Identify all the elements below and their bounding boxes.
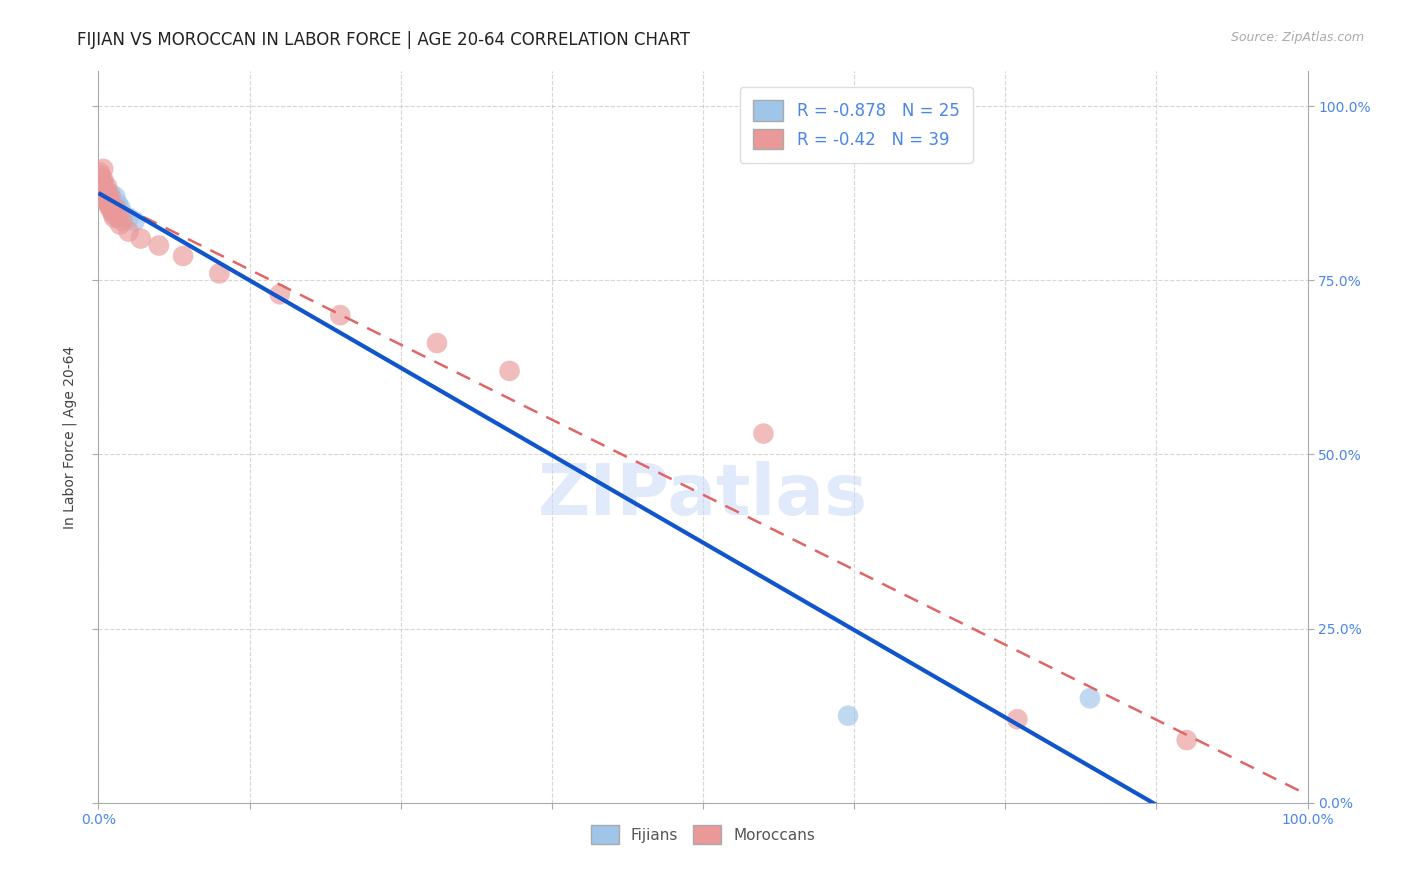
Point xyxy=(111,214,134,228)
Point xyxy=(96,190,118,204)
Point xyxy=(1175,733,1198,747)
Point xyxy=(100,203,122,218)
Point xyxy=(107,211,129,225)
Point xyxy=(91,172,114,186)
Point xyxy=(91,183,114,197)
Point xyxy=(93,183,115,197)
Point xyxy=(98,200,121,214)
Point xyxy=(105,200,128,214)
Point xyxy=(129,231,152,245)
Point xyxy=(93,179,115,194)
Point xyxy=(108,200,131,214)
Y-axis label: In Labor Force | Age 20-64: In Labor Force | Age 20-64 xyxy=(62,345,77,529)
Point xyxy=(172,249,194,263)
Point xyxy=(108,218,131,232)
Point xyxy=(329,308,352,322)
Point xyxy=(752,426,775,441)
Point xyxy=(97,186,120,201)
Point xyxy=(100,196,122,211)
Text: ZIPatlas: ZIPatlas xyxy=(538,461,868,530)
Point xyxy=(104,190,127,204)
Point xyxy=(1007,712,1029,726)
Point xyxy=(97,196,120,211)
Point xyxy=(269,287,291,301)
Point xyxy=(498,364,520,378)
Point xyxy=(91,179,114,194)
Point xyxy=(100,193,122,207)
Point xyxy=(96,179,118,194)
Point xyxy=(89,165,111,179)
Text: Source: ZipAtlas.com: Source: ZipAtlas.com xyxy=(1230,31,1364,45)
Point xyxy=(103,211,125,225)
Point xyxy=(104,200,127,214)
Point xyxy=(148,238,170,252)
Point xyxy=(91,176,114,190)
Point xyxy=(107,196,129,211)
Point xyxy=(426,336,449,351)
Point xyxy=(111,207,134,221)
Point xyxy=(90,169,112,183)
Point xyxy=(96,193,118,207)
Point xyxy=(98,193,121,207)
Point xyxy=(1078,691,1101,706)
Point xyxy=(118,211,141,225)
Point xyxy=(118,225,141,239)
Legend: Fijians, Moroccans: Fijians, Moroccans xyxy=(585,819,821,850)
Point xyxy=(105,203,128,218)
Point xyxy=(91,176,114,190)
Point xyxy=(90,179,112,194)
Point xyxy=(208,266,231,280)
Point xyxy=(101,207,124,221)
Point xyxy=(837,708,859,723)
Point xyxy=(91,161,114,176)
Point xyxy=(94,193,117,207)
Point xyxy=(93,186,115,201)
Point xyxy=(93,190,115,204)
Point xyxy=(89,172,111,186)
Text: FIJIAN VS MOROCCAN IN LABOR FORCE | AGE 20-64 CORRELATION CHART: FIJIAN VS MOROCCAN IN LABOR FORCE | AGE … xyxy=(77,31,690,49)
Point xyxy=(100,186,122,201)
Point xyxy=(100,200,122,214)
Point xyxy=(96,186,118,201)
Point xyxy=(101,200,124,214)
Point xyxy=(94,190,117,204)
Point xyxy=(124,214,146,228)
Point xyxy=(100,190,122,204)
Point xyxy=(94,186,117,201)
Point xyxy=(90,172,112,186)
Point xyxy=(98,190,121,204)
Point xyxy=(97,196,120,211)
Point xyxy=(103,203,125,218)
